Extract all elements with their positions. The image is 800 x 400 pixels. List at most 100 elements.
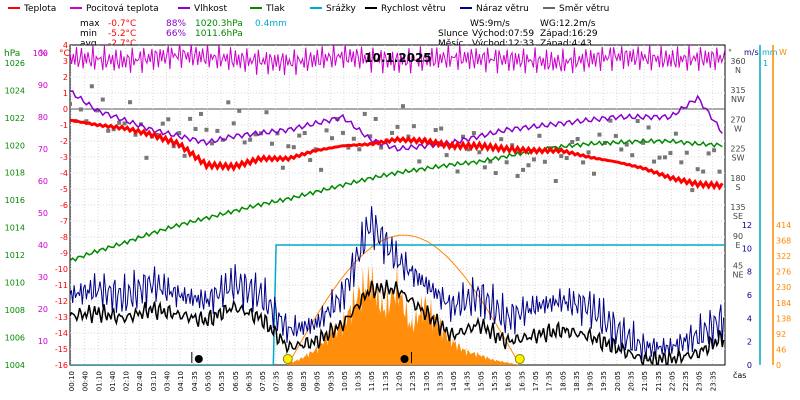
time-tick: 13:35 bbox=[436, 371, 444, 391]
wind-direction-dot bbox=[286, 144, 291, 149]
legend-label-7: Směr větru bbox=[559, 4, 609, 14]
wind-direction-dot bbox=[209, 141, 214, 146]
c-tick: -1 bbox=[60, 121, 68, 130]
wind-direction-dot bbox=[280, 165, 285, 170]
wind-direction-dot bbox=[89, 84, 94, 89]
stat-max-temp: -0.7°C bbox=[108, 19, 136, 29]
wind-direction-dot bbox=[531, 157, 536, 162]
ms-axis-title: m/s bbox=[744, 48, 759, 57]
stat-min-hum: 66% bbox=[166, 29, 186, 39]
time-tick: 14:05 bbox=[450, 371, 458, 391]
w-axis-title: W bbox=[779, 48, 787, 57]
stat-max-hum: 88% bbox=[166, 19, 186, 29]
wind-direction-dot bbox=[160, 121, 165, 126]
pct-tick: 40 bbox=[38, 241, 48, 250]
deg-tick: 45 bbox=[733, 261, 743, 270]
wind-direction-dot bbox=[362, 111, 367, 116]
wind-direction-dot bbox=[70, 101, 72, 106]
time-tick: 00:10 bbox=[68, 371, 76, 391]
wind-direction-dot bbox=[592, 171, 596, 176]
stat-gust: WG:12.2m/s bbox=[540, 19, 596, 29]
hpa-axis-title: hPa bbox=[4, 49, 20, 59]
wind-direction-dot bbox=[679, 160, 684, 165]
stat-min-press: 1011.6hPa bbox=[195, 29, 243, 39]
w-tick: 0 bbox=[776, 361, 781, 370]
pct-tick: 30 bbox=[38, 273, 48, 282]
deg-tick: 180 bbox=[730, 174, 745, 183]
time-tick: 23:05 bbox=[696, 371, 704, 391]
c-tick: -3 bbox=[60, 153, 68, 162]
c-tick: 4 bbox=[63, 41, 68, 50]
c-tick: 0 bbox=[63, 105, 68, 114]
c-tick: 1 bbox=[63, 89, 68, 98]
wind-direction-dot bbox=[313, 147, 318, 152]
deg-axis-title: ° bbox=[728, 48, 732, 57]
time-tick: 06:35 bbox=[245, 371, 253, 391]
wind-direction-dot bbox=[673, 131, 678, 136]
c-tick: -8 bbox=[60, 233, 68, 242]
series-layer bbox=[70, 45, 725, 365]
pressure-line bbox=[70, 138, 723, 262]
time-tick: 03:40 bbox=[164, 371, 172, 391]
time-tick: 12:35 bbox=[409, 371, 417, 391]
time-tick: 05:35 bbox=[218, 371, 226, 391]
time-tick: 13:05 bbox=[423, 371, 431, 391]
wind-direction-dot bbox=[646, 125, 651, 130]
mm-tick-top: 1 bbox=[763, 59, 768, 68]
hpa-tick: 1018 bbox=[5, 169, 25, 178]
wind-direction-dot bbox=[712, 148, 717, 153]
w-tick: 184 bbox=[776, 299, 791, 308]
c-tick: -10 bbox=[55, 265, 68, 274]
time-tick: 20:35 bbox=[627, 371, 635, 391]
pct-tick: 20 bbox=[38, 305, 48, 314]
w-tick: 276 bbox=[776, 268, 791, 277]
c-tick: -7 bbox=[60, 217, 68, 226]
wind-direction-dot bbox=[641, 140, 646, 145]
wind-direction-dot bbox=[542, 159, 547, 164]
c-tick: 2 bbox=[63, 73, 68, 82]
moonset-marker bbox=[194, 355, 203, 363]
time-tick: 18:35 bbox=[573, 371, 581, 391]
hpa-tick: 1008 bbox=[5, 306, 25, 315]
legend-label-5: Rychlost větru bbox=[381, 4, 446, 14]
wind-direction-dot bbox=[177, 131, 182, 136]
pct-tick: 70 bbox=[38, 145, 48, 154]
wind-direction-dot bbox=[657, 155, 662, 160]
dir-tick: N bbox=[735, 66, 741, 75]
deg-tick: 135 bbox=[730, 203, 745, 212]
wind-direction-dot bbox=[400, 104, 405, 109]
dir-tick: SE bbox=[733, 212, 743, 221]
wind-direction-dot bbox=[652, 159, 657, 164]
time-tick: 10:35 bbox=[355, 371, 363, 391]
wind-direction-dot bbox=[575, 137, 580, 142]
legend-label-3: Tlak bbox=[265, 4, 286, 14]
stat-sun-label: Slunce bbox=[438, 29, 469, 39]
time-tick: 00:40 bbox=[82, 371, 90, 391]
c-tick: -11 bbox=[55, 281, 68, 290]
wind-direction-dot bbox=[564, 156, 569, 161]
time-tick: 01:10 bbox=[95, 371, 103, 391]
time-tick: 16:35 bbox=[518, 371, 526, 391]
stat-min-temp: -5.2°C bbox=[108, 29, 136, 39]
time-tick: 19:05 bbox=[587, 371, 595, 391]
wind-direction-dot bbox=[635, 119, 640, 124]
wind-direction-dot bbox=[613, 133, 618, 138]
hpa-tick: 1004 bbox=[5, 361, 25, 370]
ms-tick: 6 bbox=[747, 291, 752, 300]
wind-direction-dot bbox=[215, 128, 220, 133]
hpa-tick: 1024 bbox=[5, 86, 25, 95]
time-tick: 08:05 bbox=[286, 371, 294, 391]
wind-speed-line bbox=[70, 279, 725, 365]
time-tick: 10:05 bbox=[341, 371, 349, 391]
pct-tick: 60 bbox=[38, 177, 48, 186]
time-tick: 03:10 bbox=[150, 371, 158, 391]
wind-direction-dot bbox=[395, 124, 400, 129]
c-tick: -14 bbox=[55, 329, 68, 338]
wind-direction-dot bbox=[373, 116, 378, 121]
wind-direction-dot bbox=[248, 137, 253, 142]
time-tick: 11:05 bbox=[368, 371, 376, 391]
dir-tick: S bbox=[735, 183, 740, 192]
time-tick: 02:40 bbox=[136, 371, 144, 391]
stat-sunset: Západ:16:29 bbox=[540, 29, 598, 39]
